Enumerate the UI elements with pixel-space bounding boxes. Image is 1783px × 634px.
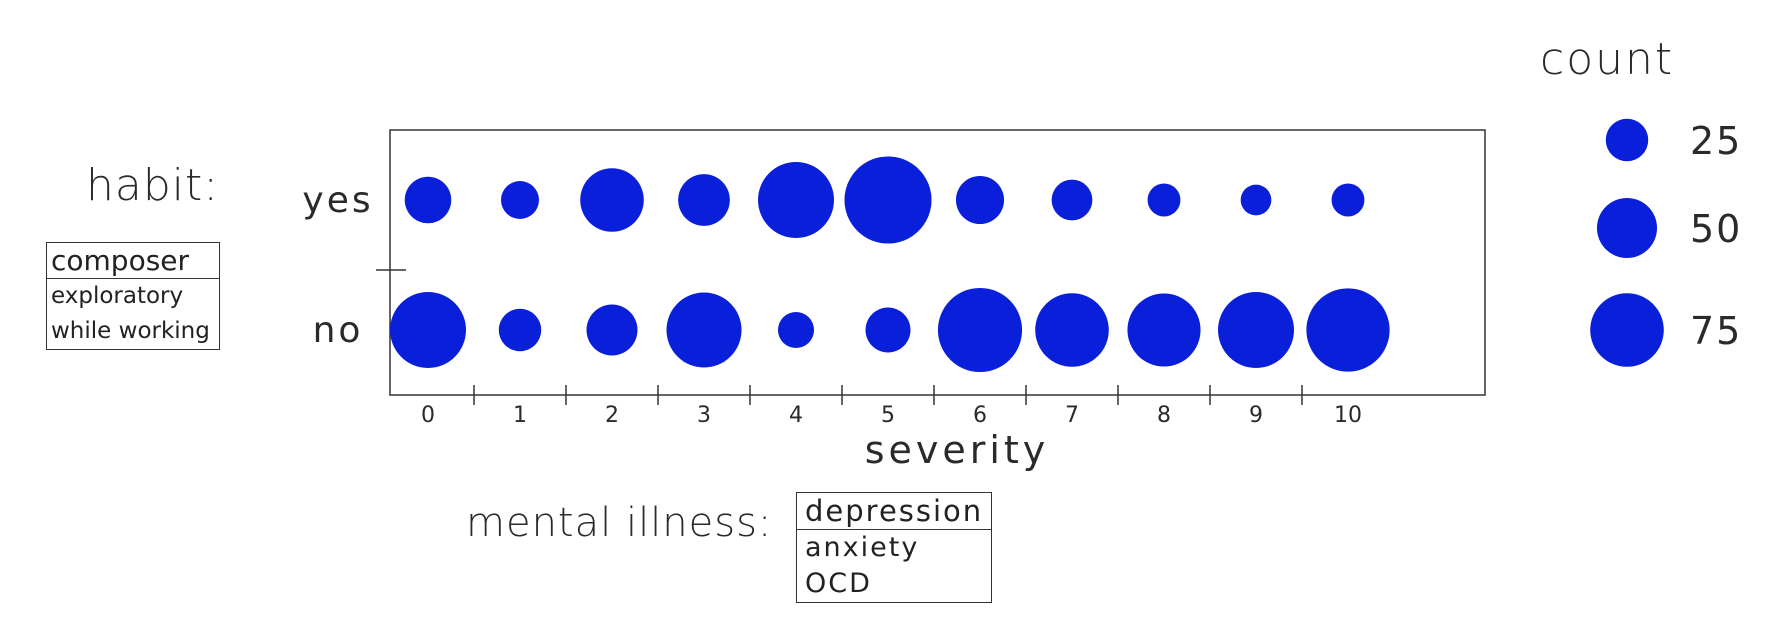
bubble-yes-10 xyxy=(1331,183,1365,217)
mental-illness-label: mental illness: xyxy=(466,500,773,546)
bubble-no-2 xyxy=(586,304,638,356)
bubble-yes-4 xyxy=(758,162,834,238)
legend-bubble-50 xyxy=(1596,197,1658,259)
x-tick-label-5: 5 xyxy=(881,403,895,428)
habit-selector[interactable]: composer exploratory while working xyxy=(46,242,220,350)
mental-illness-option-ocd[interactable]: OCD xyxy=(805,568,872,599)
bubble-yes-1 xyxy=(501,181,539,219)
bubble-no-7 xyxy=(1035,293,1109,367)
bubble-no-10 xyxy=(1306,288,1390,372)
bubble-no-6 xyxy=(937,287,1023,373)
legend-bubble-75 xyxy=(1590,293,1664,367)
habit-option-exploratory[interactable]: exploratory xyxy=(51,283,184,309)
bubble-no-8 xyxy=(1127,293,1201,367)
x-tick-label-9: 9 xyxy=(1249,403,1263,428)
y-tick-label-no: no xyxy=(313,310,364,351)
x-tick-label-6: 6 xyxy=(973,403,987,428)
plot-frame xyxy=(389,129,1486,396)
legend-size-label-50: 50 xyxy=(1690,207,1742,251)
mental-illness-option-anxiety[interactable]: anxiety xyxy=(805,532,920,563)
x-tick-label-2: 2 xyxy=(605,403,619,428)
legend-size-label-75: 75 xyxy=(1690,309,1742,353)
x-tick-label-7: 7 xyxy=(1065,403,1079,428)
chart-marks: yes no 0 1 2 3 4 5 6 7 8 9 10 xyxy=(302,156,1390,428)
mental-illness-option-depression[interactable]: depression xyxy=(797,493,991,530)
bubble-yes-7 xyxy=(1051,179,1093,221)
x-tick-label-3: 3 xyxy=(697,403,711,428)
x-tick-label-1: 1 xyxy=(513,403,527,428)
mental-illness-selector[interactable]: depression anxiety OCD xyxy=(796,492,992,603)
legend-size-label-25: 25 xyxy=(1690,119,1742,163)
y-tick-label-yes: yes xyxy=(302,180,373,221)
bubble-no-0 xyxy=(390,292,466,368)
legend-bubble-25 xyxy=(1605,118,1649,162)
legend-marks: 25 50 75 xyxy=(1590,118,1742,367)
habit-option-while-working[interactable]: while working xyxy=(51,318,210,344)
x-tick-label-10: 10 xyxy=(1334,403,1362,428)
bubble-yes-2 xyxy=(580,168,644,232)
bubble-no-1 xyxy=(498,308,542,352)
bubble-no-3 xyxy=(666,292,742,368)
bubble-no-5 xyxy=(865,307,911,353)
x-tick-label-0: 0 xyxy=(421,403,435,428)
x-tick-label-4: 4 xyxy=(789,403,803,428)
x-axis-label: severity xyxy=(865,428,1050,472)
bubble-yes-0 xyxy=(404,176,452,224)
legend-title: count xyxy=(1540,34,1675,85)
bubble-yes-8 xyxy=(1147,183,1181,217)
habit-label: habit: xyxy=(86,160,220,211)
habit-option-composer[interactable]: composer xyxy=(47,243,219,279)
bubble-yes-9 xyxy=(1240,184,1272,216)
bubble-yes-3 xyxy=(678,174,730,226)
bubble-yes-5 xyxy=(844,156,932,244)
bubble-yes-6 xyxy=(955,175,1005,225)
x-tick-label-8: 8 xyxy=(1157,403,1171,428)
bubble-no-9 xyxy=(1218,292,1294,368)
bubble-no-4 xyxy=(777,311,815,349)
